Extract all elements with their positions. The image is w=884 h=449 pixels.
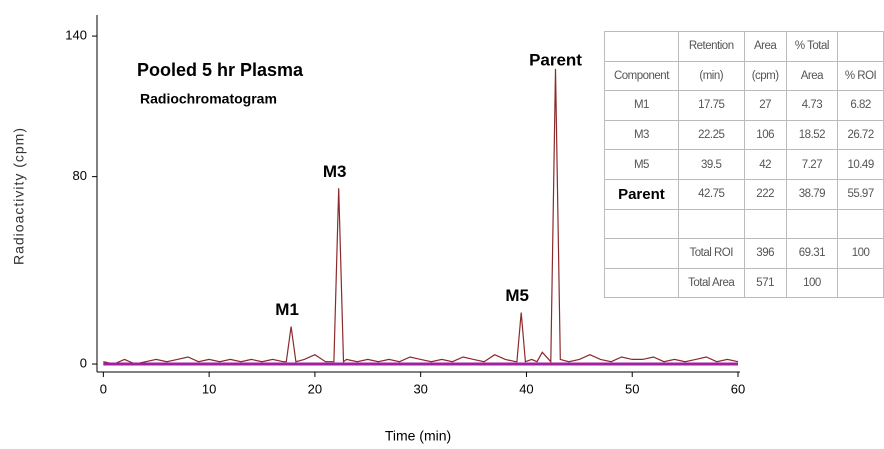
table-cell: 39.5: [677, 149, 745, 180]
table-cell: [604, 238, 679, 269]
table-cell: 106: [743, 119, 787, 151]
x-tick-label: 50: [625, 381, 639, 396]
table-cell: 38.79: [785, 178, 839, 210]
table-cell: 10.49: [837, 149, 884, 180]
table-cell: 27: [743, 90, 787, 121]
series-line: [103, 68, 739, 365]
table-cell: Retention: [677, 31, 745, 62]
table-cell: M1: [604, 90, 679, 121]
table-row: Component (min) (cpm) Area% ROI: [604, 60, 884, 92]
x-tick-label: 0: [100, 381, 107, 396]
y-tick-label: 140: [65, 28, 87, 43]
table-cell: [785, 208, 839, 240]
table-cell: [604, 208, 679, 240]
x-tick-label: 30: [413, 381, 427, 396]
table-cell: (min): [677, 60, 745, 92]
table-row: Total Area 571 100: [604, 267, 884, 299]
table-cell: 222: [743, 178, 787, 210]
table-row: [604, 208, 884, 240]
y-axis-label: Radioactivity (cpm): [11, 127, 27, 265]
table-cell: 7.27: [785, 149, 839, 180]
x-tick-label: 40: [519, 381, 533, 396]
table-cell: 42: [743, 149, 787, 180]
table-cell: (cpm): [743, 60, 787, 92]
table-cell: 6.82: [837, 90, 884, 121]
chart-subtitle: Radiochromatogram: [140, 91, 277, 107]
table-cell: [837, 31, 884, 62]
table-row: M3 22.25 106 18.52 26.72: [604, 119, 884, 151]
y-tick-label: 0: [80, 355, 87, 370]
table-cell: 100: [837, 238, 884, 269]
table-cell: Area: [785, 60, 839, 92]
x-axis-label: Time (min): [385, 428, 451, 444]
table-cell: % ROI: [837, 60, 884, 92]
table-cell: 42.75: [677, 178, 745, 210]
table-cell: 18.52: [785, 119, 839, 151]
y-tick-label: 80: [73, 168, 87, 183]
table-cell: [743, 208, 787, 240]
table-cell: Total ROI: [677, 238, 745, 269]
peak-label: M5: [505, 286, 529, 305]
table-cell: 17.75: [677, 90, 745, 121]
table-row: Parent 42.75 222 38.79 55.97: [604, 178, 884, 210]
table-cell: 69.31: [785, 238, 839, 269]
table-cell: 55.97: [837, 178, 884, 210]
x-tick-label: 60: [731, 381, 745, 396]
table-cell: [677, 208, 745, 240]
table-cell: % Total: [785, 31, 839, 62]
table-row: Retention Area% Total: [604, 31, 884, 62]
table-cell: [604, 267, 679, 299]
table-cell: 396: [743, 238, 787, 269]
table-cell: Component: [604, 60, 679, 92]
table-cell: Parent: [604, 178, 679, 210]
table-cell: M5: [604, 149, 679, 180]
table-row: M5 39.5 42 7.27 10.49: [604, 149, 884, 180]
table-cell: 22.25: [677, 119, 745, 151]
table-cell: 571: [743, 267, 787, 299]
peak-label: M1: [275, 300, 299, 319]
table-cell: Total Area: [677, 267, 745, 299]
table-cell: M3: [604, 119, 679, 151]
table-row: M1 17.75 27 4.73 6.82: [604, 90, 884, 121]
x-tick-label: 10: [202, 381, 216, 396]
results-table: Retention Area% Total Component (min) (cpm) A…: [604, 31, 884, 299]
chart-title: Pooled 5 hr Plasma: [137, 60, 304, 80]
table-cell: [837, 208, 884, 240]
table-cell: 26.72: [837, 119, 884, 151]
x-tick-label: 20: [308, 381, 322, 396]
peak-label: M3: [323, 162, 347, 181]
table-cell: 4.73: [785, 90, 839, 121]
peak-label: Parent: [529, 50, 582, 69]
table-cell: [837, 267, 884, 299]
table-cell: 100: [785, 267, 839, 299]
table-cell: Area: [743, 31, 787, 62]
table-row: Total ROI 396 69.31 100: [604, 238, 884, 269]
table-cell: [604, 31, 679, 62]
